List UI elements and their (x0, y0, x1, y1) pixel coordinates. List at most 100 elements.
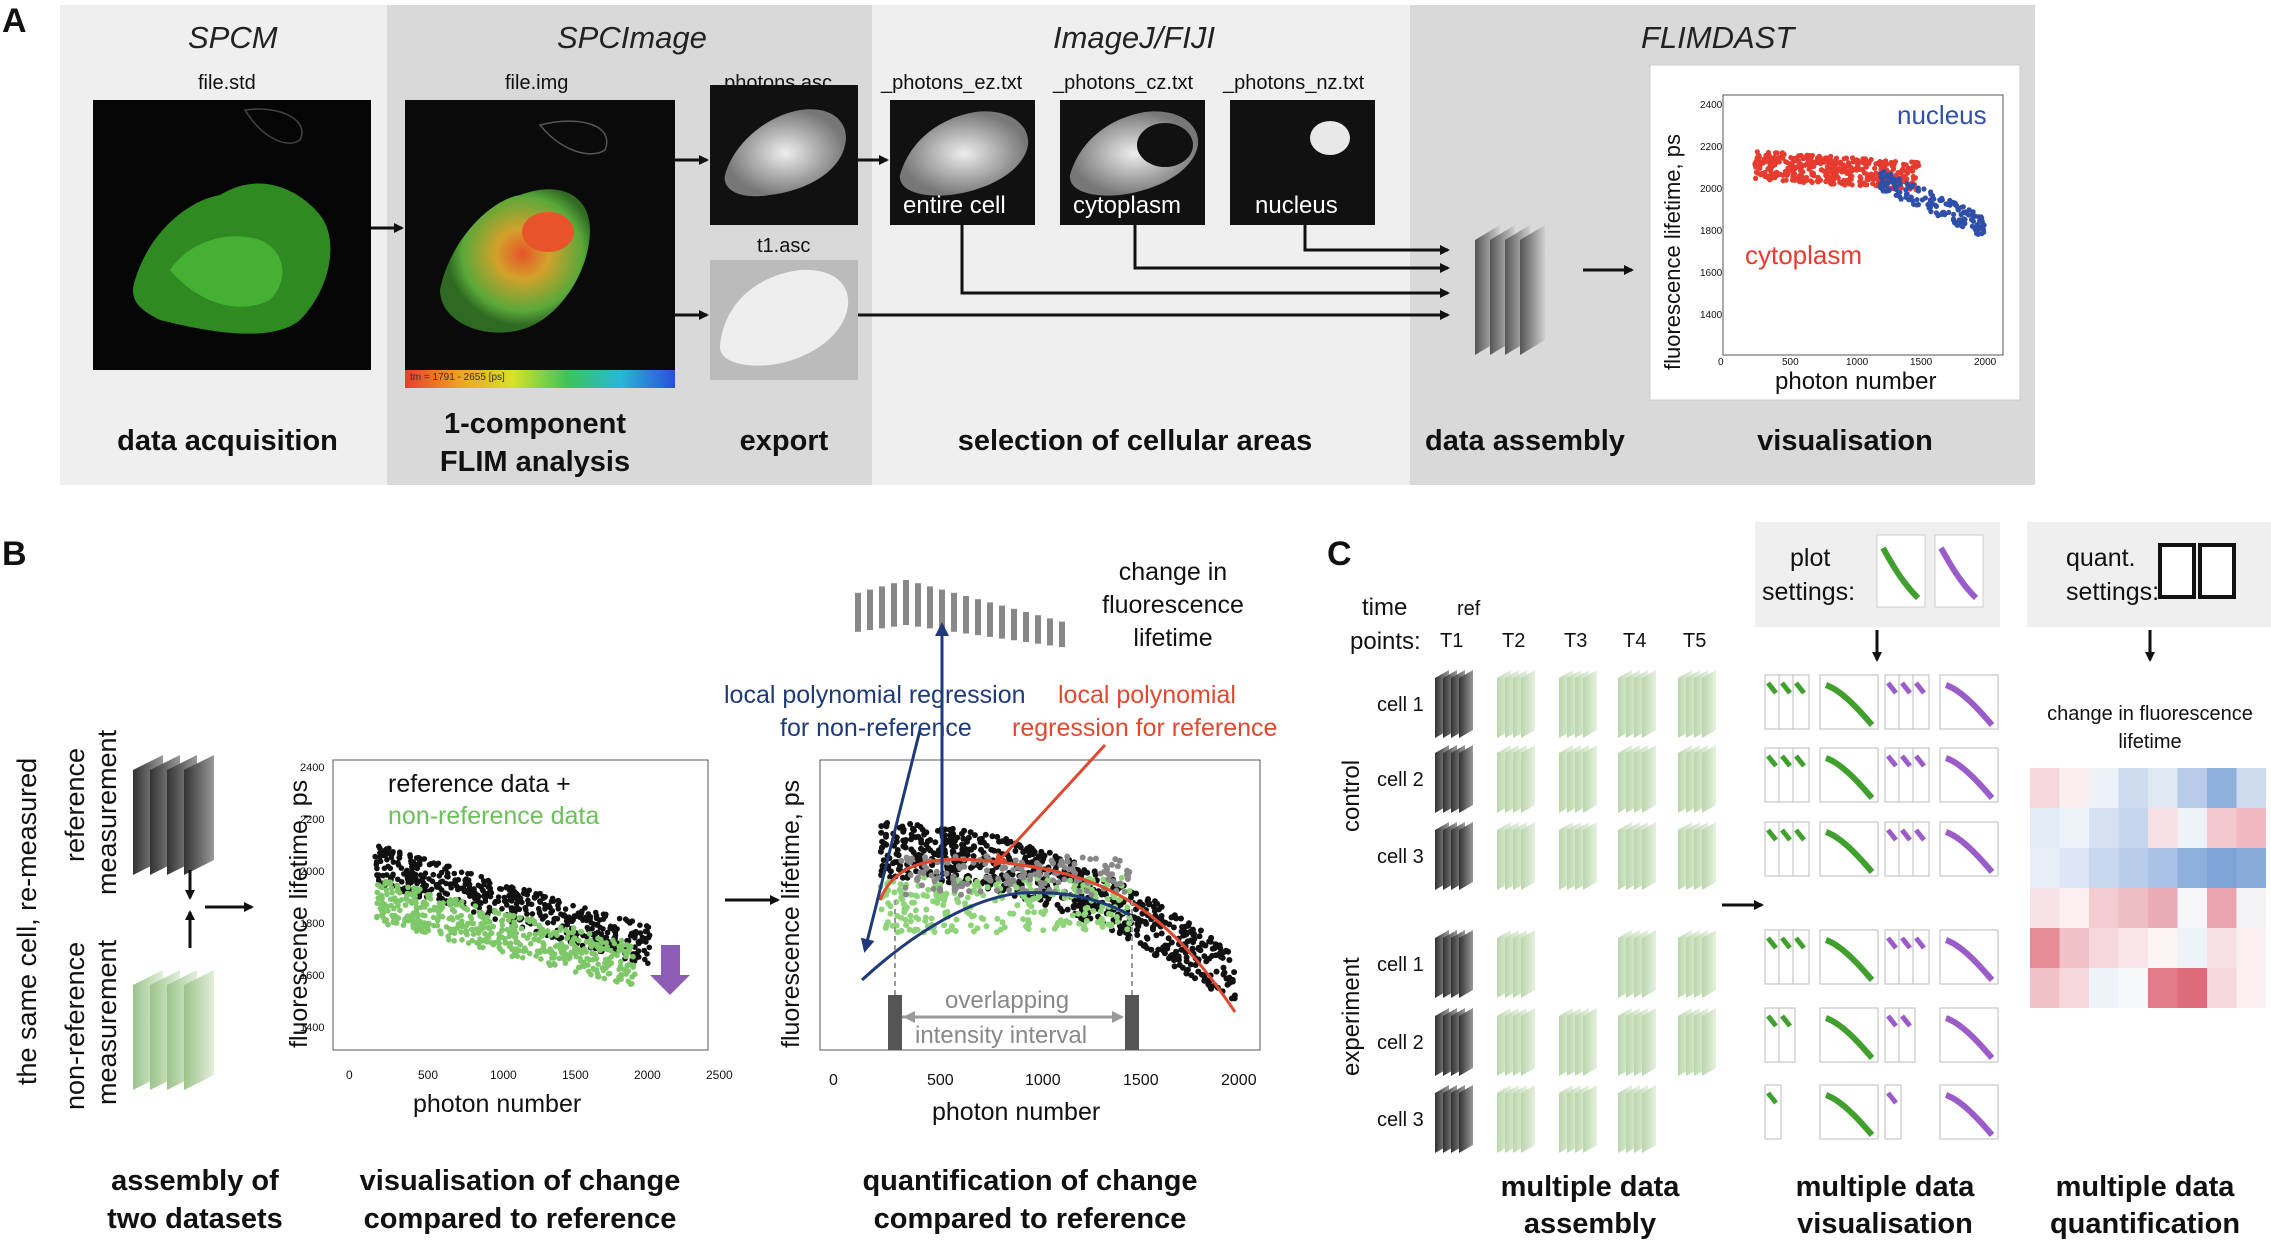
scatter-point-nonreference (887, 910, 894, 917)
ref-reg-arrow (992, 743, 1107, 868)
scatter-point-nonreference (578, 929, 585, 935)
nonref-reg-arrow (860, 729, 922, 953)
b-plot2-scatter (877, 820, 1238, 1002)
scatter-point-nonreference (427, 907, 433, 914)
scatter-point-reference (879, 862, 886, 869)
scatter-point-nonreference (395, 915, 402, 921)
scatter-point-nonreference (1084, 904, 1091, 911)
scatter-point-nucleus (1979, 215, 1985, 221)
header-flimdast: FLIMDAST (1641, 20, 1795, 55)
change-bar (855, 592, 861, 632)
plot-settings-label-2: settings: (1762, 578, 1856, 606)
scatter-point-reference (602, 912, 608, 918)
scatter-point-nonreference (551, 954, 557, 961)
scatter-point-nonreference (550, 930, 557, 936)
scatter-point-nonreference (389, 912, 395, 919)
scatter-point-reference (1133, 927, 1140, 934)
scatter-point-cytoplasm (1833, 156, 1839, 162)
scatter-point-nonreference (580, 959, 587, 966)
scatter-point-reference (646, 944, 653, 951)
scatter-point-nonreference (965, 875, 971, 882)
heatmap-cell (2030, 928, 2060, 968)
raw-cell-core (170, 236, 283, 307)
scatter-point-reference (887, 874, 894, 880)
b1-ytick-label: 2000 (300, 866, 325, 878)
scatter-point-reference (1170, 924, 1177, 931)
scatter-point-cytoplasm (1758, 172, 1764, 178)
scatter-point-overlap (966, 888, 973, 895)
scatter-point-overlap (1076, 888, 1083, 895)
scatter-point-reference (523, 891, 529, 897)
scatter-point-reference (1023, 847, 1029, 854)
scatter-point-reference (1197, 947, 1204, 954)
scatter-point-reference (1171, 957, 1177, 964)
scatter-point-nonreference (625, 949, 631, 956)
scatter-point-overlap (993, 887, 1000, 894)
caption-selection: selection of cellular areas (957, 425, 1313, 457)
scatter-point-overlap (960, 880, 967, 887)
heatmap-cell (2207, 888, 2237, 928)
scatter-point-nonreference (1104, 895, 1111, 902)
scatter-point-reference (471, 909, 477, 915)
c-cell-label: cell 3 (1377, 846, 1424, 868)
scatter-point-nucleus (1950, 217, 1956, 223)
scatter-point-nonreference (384, 891, 390, 898)
heatmap-cell (2089, 848, 2119, 888)
change-bar (1023, 612, 1029, 642)
vis-thumb-curve (1886, 681, 1898, 695)
heatmap-cell (2089, 808, 2119, 848)
scatter-point-nonreference (517, 942, 524, 948)
heatmap-cell (2148, 888, 2178, 928)
scatter-point-reference (1143, 945, 1150, 951)
scatter-point-reference (592, 909, 599, 916)
scatter-point-reference (607, 925, 613, 932)
scatter-point-overlap (950, 874, 957, 881)
heatmap-cell (2148, 968, 2178, 1008)
flimdast-plot-bg (1649, 64, 2021, 401)
scatter-point-overlap (1092, 855, 1099, 862)
scatter-point-cytoplasm (1775, 157, 1781, 163)
vis-thumb-curve (1766, 681, 1778, 695)
scatter-point-nucleus (1885, 186, 1891, 192)
vis-main-curve-green (1824, 1092, 1875, 1137)
vis-main-curve-green (1824, 1015, 1875, 1060)
scatter-point-nonreference (610, 950, 617, 957)
b-ref-meas-1: reference (60, 747, 90, 862)
scatter-point-reference (1081, 869, 1088, 876)
scatter-point-reference (381, 865, 388, 872)
a-ytick-label: 2400 (1700, 100, 1723, 111)
scatter-point-nonreference (496, 944, 503, 951)
scatter-point-nonreference (1031, 909, 1038, 916)
vis-main-curve-purple (1944, 682, 1995, 727)
scatter-point-reference (645, 934, 652, 941)
scatter-point-reference (1190, 931, 1197, 938)
scatter-point-reference (429, 878, 436, 885)
scatter-point-overlap (1055, 879, 1062, 886)
scatter-point-nonreference (492, 909, 498, 916)
scatter-point-cytoplasm (1790, 165, 1796, 171)
scatter-point-reference (1070, 903, 1077, 910)
scatter-point-reference (1195, 968, 1202, 975)
scatter-point-cytoplasm (1864, 182, 1870, 188)
scatter-point-reference (1045, 895, 1052, 902)
scatter-point-reference (878, 823, 885, 830)
scatter-point-cytoplasm (1913, 164, 1919, 170)
scatter-point-nonreference (898, 889, 905, 896)
scatter-point-nonreference (524, 916, 531, 923)
scatter-point-nonreference (554, 942, 561, 949)
heatmap-cell (2118, 768, 2148, 808)
b1-ytick-label: 2200 (300, 814, 325, 826)
scatter-point-reference (1035, 853, 1042, 860)
scatter-point-cytoplasm (1828, 179, 1834, 185)
scatter-point-nonreference (417, 886, 423, 892)
a-xtick-label: 1500 (1910, 357, 1933, 368)
scatter-point-nonreference (387, 896, 394, 902)
scatter-point-reference (593, 915, 600, 922)
scatter-point-overlap (1002, 864, 1009, 871)
scatter-point-overlap (961, 863, 968, 870)
scatter-point-cytoplasm (1823, 173, 1829, 179)
filename-t1: t1.asc (757, 235, 811, 257)
scatter-point-reference (995, 848, 1002, 855)
scatter-point-nonreference (446, 937, 452, 943)
b-caption-2a: visualisation of change (359, 1165, 681, 1197)
